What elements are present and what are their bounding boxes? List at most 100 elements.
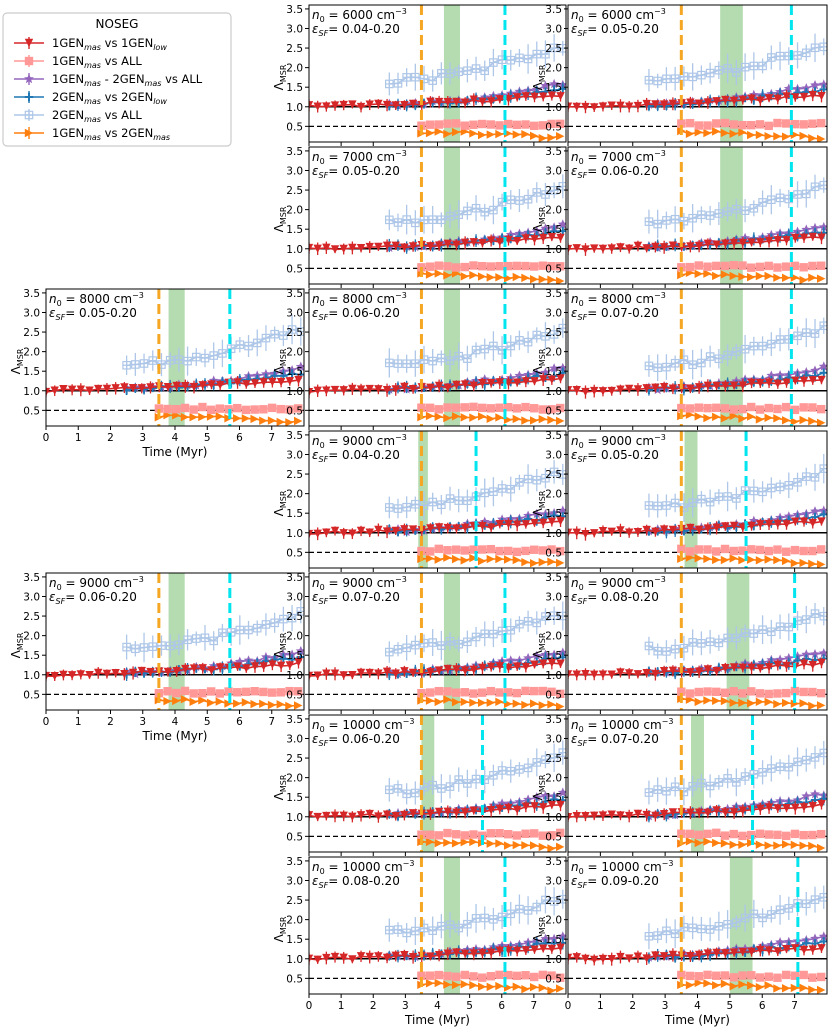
data-point — [694, 128, 703, 137]
data-point — [276, 404, 285, 414]
data-point — [651, 383, 660, 393]
data-point — [443, 828, 452, 838]
data-point — [348, 955, 357, 964]
data-point — [486, 414, 496, 424]
data-point — [799, 131, 808, 141]
data-point — [790, 699, 800, 708]
legend-entry: 1GENmas vs ALL — [14, 54, 142, 70]
data-point — [523, 194, 533, 204]
data-point — [679, 355, 689, 364]
efficiency-annotation: εSF= 0.08-0.20 — [312, 874, 400, 890]
data-point — [568, 953, 573, 963]
data-point — [624, 954, 634, 963]
data-point — [782, 945, 791, 954]
data-point — [624, 244, 634, 254]
data-point — [764, 121, 773, 131]
data-point — [393, 218, 403, 227]
y-tick-label: 1.5 — [286, 792, 303, 804]
data-point — [411, 72, 420, 82]
series-2gm_vs_all — [385, 601, 566, 663]
data-point — [434, 523, 444, 532]
x-tick-label: 7 — [268, 716, 275, 728]
series-1gm_vs_2gm — [417, 127, 565, 142]
data-point — [659, 667, 669, 676]
data-point — [521, 662, 531, 672]
data-point — [425, 120, 435, 129]
data-point — [740, 206, 750, 215]
data-point — [529, 982, 539, 992]
data-point — [808, 546, 817, 556]
data-point — [445, 69, 455, 78]
data-point — [703, 554, 712, 564]
data-point — [489, 487, 498, 497]
data-point — [428, 356, 437, 366]
data-point — [740, 344, 750, 354]
series-1gm_vs_2gm — [677, 837, 826, 852]
data-point — [469, 806, 479, 815]
x-tick-label: 2 — [370, 1000, 377, 1012]
data-point — [799, 659, 809, 668]
data-point — [756, 804, 765, 814]
data-point — [480, 913, 490, 923]
series-1gm_vs_2gm — [154, 695, 303, 710]
data-point — [506, 909, 516, 919]
data-point — [547, 545, 556, 554]
data-point — [694, 978, 703, 988]
data-point — [782, 984, 791, 993]
data-point — [408, 952, 418, 962]
data-point — [339, 953, 348, 963]
data-point — [454, 639, 464, 649]
data-point — [670, 498, 680, 508]
data-point — [515, 53, 524, 63]
y-tick-label: 0.5 — [286, 121, 303, 133]
y-tick-label: 0.5 — [545, 121, 562, 133]
data-point — [729, 405, 738, 414]
efficiency-annotation: εSF= 0.07-0.20 — [571, 732, 659, 748]
data-point — [452, 380, 461, 390]
data-point — [425, 830, 435, 839]
data-point — [799, 841, 808, 850]
data-point — [712, 806, 721, 815]
panel-plot-area — [309, 5, 566, 142]
data-point — [530, 518, 539, 528]
data-point — [723, 774, 732, 783]
data-point — [720, 118, 730, 128]
data-point — [677, 687, 686, 696]
y-tick-label: 1.0 — [545, 386, 562, 398]
data-point — [452, 665, 461, 674]
data-point — [451, 980, 461, 990]
data-point — [549, 611, 559, 621]
data-point — [732, 633, 741, 643]
data-point — [174, 355, 184, 364]
data-point — [686, 98, 695, 107]
data-point — [816, 261, 826, 270]
data-point — [738, 95, 748, 105]
series-1gm_vs_2gm — [417, 978, 565, 994]
data-point — [451, 554, 461, 564]
data-point — [443, 403, 452, 412]
data-point — [486, 379, 496, 388]
data-point — [644, 501, 654, 510]
data-point — [489, 629, 498, 639]
data-point — [697, 358, 706, 368]
data-point — [443, 262, 452, 271]
data-point — [419, 638, 429, 648]
panel-plot-area — [568, 289, 827, 426]
data-point — [607, 527, 616, 537]
data-point — [382, 527, 392, 536]
data-point — [808, 830, 817, 840]
panel-plot-area — [568, 573, 827, 710]
y-tick-label: 1.0 — [286, 102, 303, 114]
data-point — [443, 553, 452, 562]
data-point — [818, 361, 827, 371]
series-1gm_vs_all — [677, 686, 826, 699]
data-point — [538, 659, 548, 668]
data-point — [756, 664, 765, 673]
y-axis-label: ΛMSR — [272, 490, 288, 516]
data-point — [818, 931, 827, 941]
y-tick-label: 3.5 — [286, 572, 303, 584]
efficiency-annotation: εSF= 0.05-0.20 — [571, 22, 659, 38]
data-point — [799, 376, 809, 386]
data-point — [801, 649, 812, 659]
